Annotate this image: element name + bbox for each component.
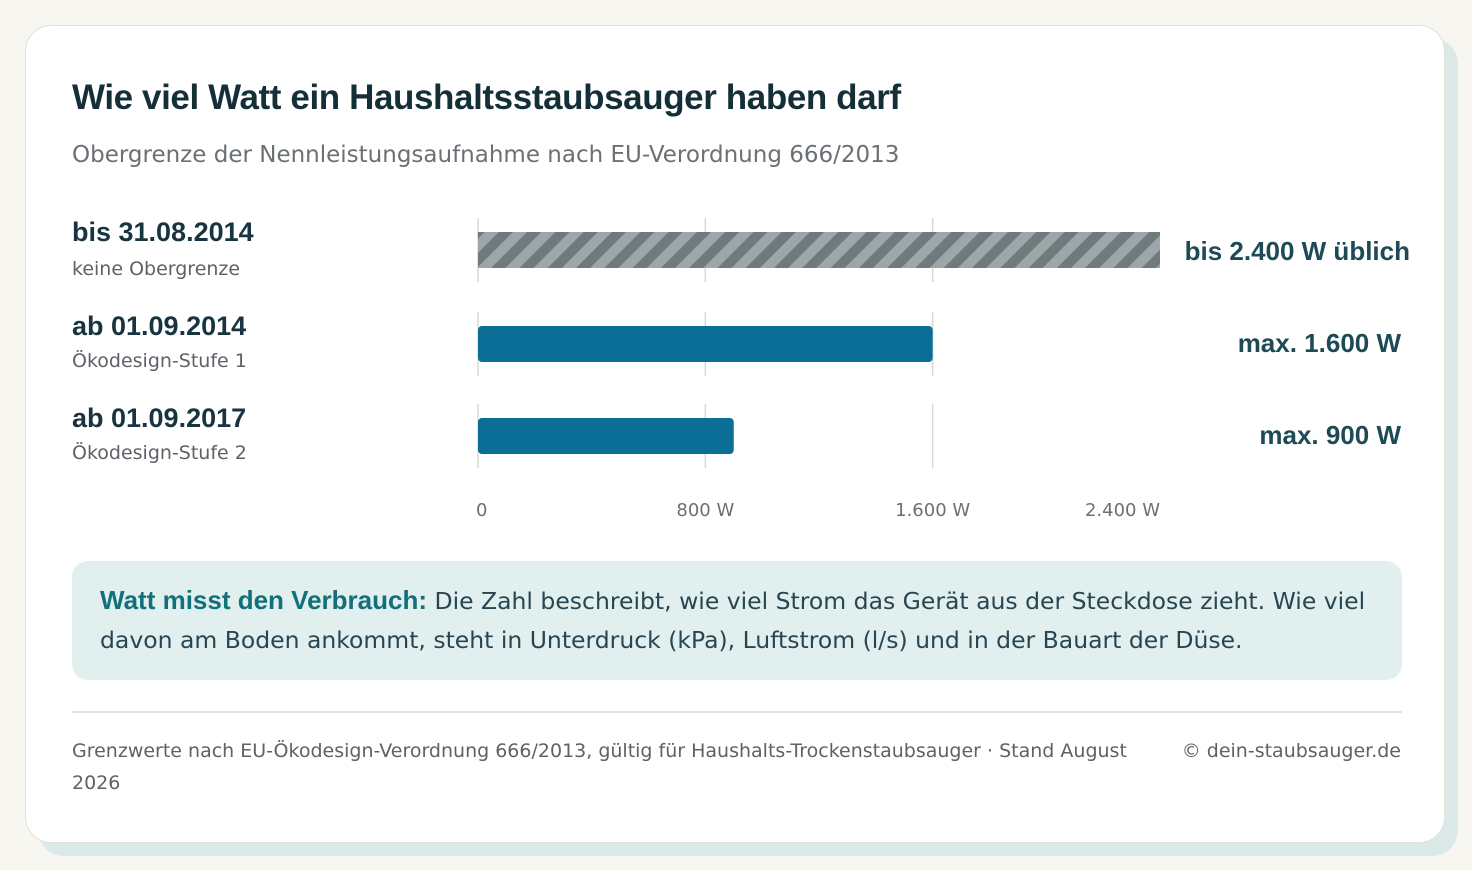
row-date-label: ab 01.09.2014 [72, 311, 247, 341]
info-note: Watt misst den Verbrauch: Die Zahl besch… [72, 561, 1402, 680]
footer-source: Grenzwerte nach EU-Ökodesign-Verordnung … [72, 740, 1127, 794]
footer-credit: © dein-staubsauger.de [1181, 740, 1401, 762]
bar-value-label: bis 2.400 W üblich [1184, 236, 1410, 266]
bar [478, 326, 933, 362]
bar [478, 418, 734, 454]
x-tick-label: 1.600 W [895, 500, 971, 521]
x-tick-label: 800 W [676, 500, 735, 521]
row-date-label: ab 01.09.2017 [72, 403, 247, 433]
row-sub-label: Ökodesign-Stufe 2 [72, 442, 247, 464]
chart-subtitle: Obergrenze der Nennleistungsaufnahme nac… [72, 142, 900, 168]
x-tick-label: 2.400 W [1084, 500, 1160, 521]
x-tick-label: 0 [476, 500, 488, 521]
note-heading: Watt misst den Verbrauch: [100, 585, 427, 615]
row-sub-label: keine Obergrenze [72, 258, 241, 280]
bar [478, 232, 1160, 268]
bar-value-label: max. 900 W [1259, 420, 1401, 450]
chart-title: Wie viel Watt ein Haushaltsstaubsauger h… [72, 78, 901, 117]
chart-card: Wie viel Watt ein Haushaltsstaubsauger h… [25, 25, 1445, 843]
bar-chart [477, 218, 1160, 468]
footer-divider [72, 711, 1402, 713]
bar-value-label: max. 1.600 W [1237, 328, 1401, 358]
note-text: Die Zahl beschreibt, wie viel Strom das … [100, 587, 1366, 654]
row-date-label: bis 31.08.2014 [72, 217, 254, 247]
row-sub-label: Ökodesign-Stufe 1 [72, 350, 247, 372]
